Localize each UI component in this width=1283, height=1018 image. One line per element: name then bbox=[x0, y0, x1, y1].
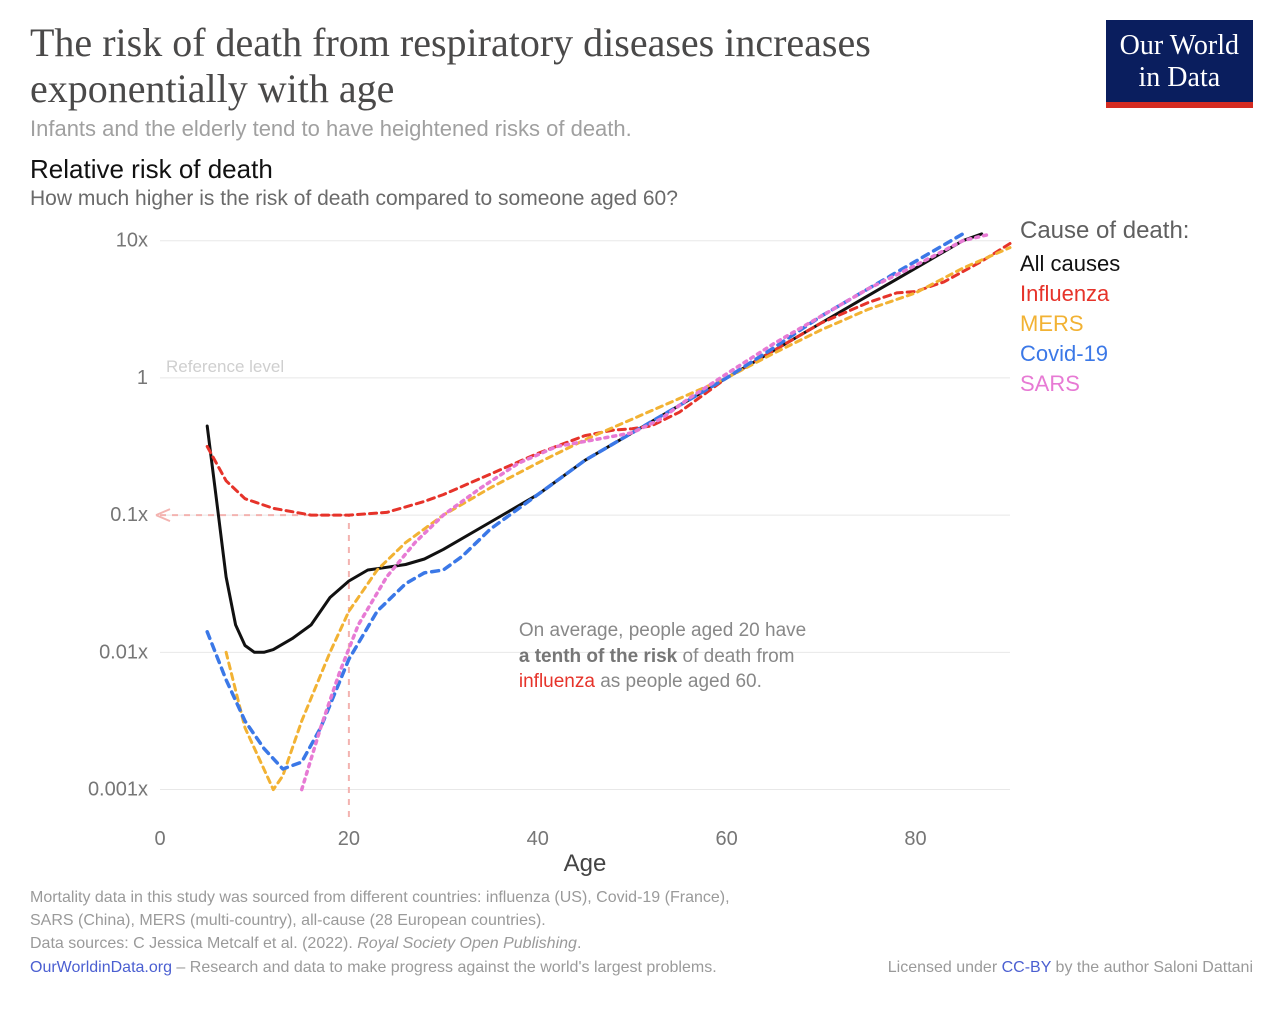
svg-text:0: 0 bbox=[154, 828, 165, 850]
chart-plot: 10x 1 0.1x 0.01x 0.001x Reference level 0 20 40 6… bbox=[30, 217, 1020, 882]
footer-note-2: SARS (China), MERS (multi-country), all-… bbox=[30, 909, 1253, 932]
legend-item: MERS bbox=[1020, 311, 1189, 337]
logo-line2: in Data bbox=[1120, 62, 1239, 94]
legend-item: Influenza bbox=[1020, 281, 1189, 307]
chart-annotation: On average, people aged 20 have a tenth … bbox=[519, 618, 806, 695]
chart-legend: Cause of death: All causes Influenza MERS C… bbox=[1020, 217, 1189, 882]
svg-text:20: 20 bbox=[338, 828, 360, 850]
owid-logo: Our World in Data bbox=[1106, 20, 1253, 108]
svg-text:0.01x: 0.01x bbox=[99, 641, 148, 663]
license-link[interactable]: CC-BY bbox=[1002, 959, 1052, 976]
chart-subtitle: How much higher is the risk of death com… bbox=[30, 187, 1253, 211]
svg-text:Reference level: Reference level bbox=[166, 357, 284, 376]
svg-text:0.001x: 0.001x bbox=[88, 779, 148, 801]
svg-text:Age: Age bbox=[564, 850, 607, 877]
svg-text:40: 40 bbox=[527, 828, 549, 850]
legend-item: All causes bbox=[1020, 251, 1189, 277]
footer-sources: Data sources: C Jessica Metcalf et al. (… bbox=[30, 932, 1253, 955]
page-subtitle: Infants and the elderly tend to have hei… bbox=[30, 116, 1086, 142]
footer-note-1: Mortality data in this study was sourced… bbox=[30, 886, 1253, 909]
svg-text:10x: 10x bbox=[116, 230, 148, 252]
footer-license: Licensed under CC-BY by the author Salon… bbox=[888, 956, 1253, 979]
svg-text:0.1x: 0.1x bbox=[110, 504, 148, 526]
owid-link[interactable]: OurWorldinData.org bbox=[30, 959, 172, 976]
chart-footer: Mortality data in this study was sourced… bbox=[30, 886, 1253, 979]
page-title: The risk of death from respiratory disea… bbox=[30, 20, 1086, 112]
svg-text:60: 60 bbox=[716, 828, 738, 850]
footer-tagline: OurWorldinData.org – Research and data t… bbox=[30, 956, 717, 979]
legend-item: Covid-19 bbox=[1020, 341, 1189, 367]
legend-title: Cause of death: bbox=[1020, 217, 1189, 245]
svg-text:80: 80 bbox=[904, 828, 926, 850]
logo-line1: Our World bbox=[1120, 30, 1239, 62]
svg-text:1: 1 bbox=[137, 367, 148, 389]
chart-title: Relative risk of death bbox=[30, 154, 1253, 185]
legend-item: SARS bbox=[1020, 371, 1189, 397]
line-chart-svg: 10x 1 0.1x 0.01x 0.001x Reference level 0 20 40 6… bbox=[30, 217, 1020, 877]
